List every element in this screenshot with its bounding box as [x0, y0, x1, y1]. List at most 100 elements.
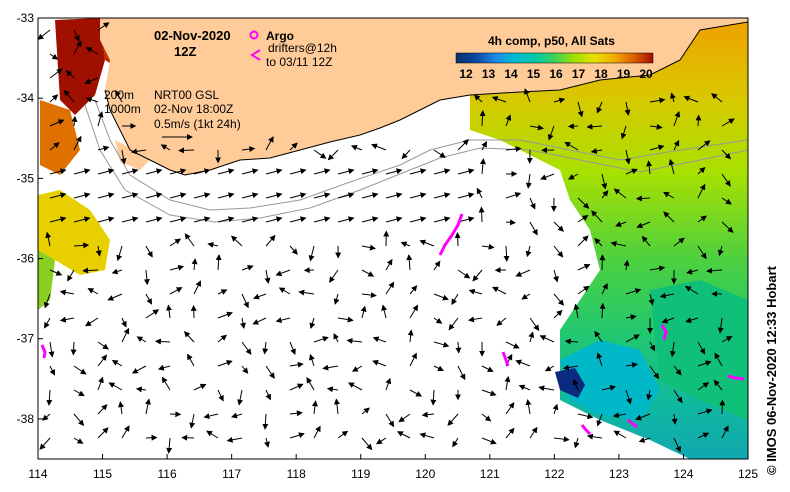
isobath-1000-label: 1000m: [104, 102, 141, 116]
current-vector: [97, 22, 110, 31]
current-vector: [385, 377, 392, 391]
current-vector: [586, 123, 603, 130]
current-vector: [240, 317, 246, 329]
current-vector: [553, 436, 570, 443]
drifters-until: to 03/11 12Z: [266, 55, 333, 69]
current-vector: [207, 242, 219, 248]
current-vector: [166, 304, 173, 319]
current-vector: [108, 382, 123, 391]
current-vector: [385, 258, 393, 271]
current-vector: [120, 149, 127, 165]
current-vector: [496, 317, 507, 326]
x-tick-label: 120: [415, 467, 435, 481]
current-vector: [206, 430, 219, 439]
current-vector: [169, 216, 187, 223]
current-vector: [97, 341, 109, 350]
current-vector: [525, 245, 532, 258]
current-vector: [154, 338, 171, 345]
current-vector: [518, 384, 531, 391]
drifter-track: [501, 351, 510, 367]
current-vector: [649, 265, 666, 272]
current-vector: [289, 361, 304, 368]
colorbar-tick-label: 20: [639, 67, 653, 81]
y-tick-label: -35: [17, 171, 35, 185]
current-vector: [695, 114, 702, 127]
current-vector: [457, 168, 475, 175]
current-vector: [663, 211, 675, 223]
current-vector: [649, 365, 660, 380]
current-vector: [85, 317, 99, 327]
coastline: [104, 21, 748, 176]
map-hour: 12Z: [174, 44, 196, 59]
current-vector: [671, 413, 678, 425]
current-vector: [479, 158, 486, 175]
current-vector: [241, 168, 259, 175]
colorbar-ticks: 12 13 14 15 16 17 18 19 20: [459, 67, 653, 81]
current-vector: [553, 269, 559, 283]
current-vector: [673, 365, 682, 376]
current-vector: [169, 287, 183, 295]
current-vector: [65, 69, 75, 79]
current-vector: [544, 365, 555, 372]
current-vector: [308, 245, 315, 262]
current-vector: [97, 216, 115, 223]
current-vector: [613, 188, 627, 199]
current-vector: [46, 389, 53, 406]
current-vector: [278, 287, 291, 295]
current-vector: [97, 168, 115, 175]
current-vector: [118, 401, 124, 415]
drifter-tracks: [40, 213, 745, 436]
current-vector: [241, 365, 249, 374]
current-vector: [178, 147, 195, 154]
current-vector: [97, 376, 104, 391]
current-vector: [409, 216, 427, 223]
current-vector: [433, 149, 446, 158]
current-vector: [697, 245, 707, 260]
current-vector: [371, 143, 387, 151]
current-vector: [721, 336, 733, 343]
current-vector: [553, 245, 564, 258]
current-vector: [84, 77, 99, 85]
current-vector: [577, 215, 589, 223]
current-vector: [265, 168, 283, 175]
current-vector: [538, 385, 555, 392]
current-vector: [226, 436, 243, 443]
current-vector: [231, 412, 243, 419]
current-vector: [262, 413, 269, 430]
current-vector: [121, 216, 139, 223]
current-vector: [594, 237, 603, 247]
current-vector: [573, 437, 580, 449]
current-vector: [381, 304, 388, 319]
current-vector: [610, 240, 627, 247]
current-vector: [457, 365, 466, 381]
map-date: 02-Nov-2020: [154, 28, 231, 43]
drifter-track: [580, 424, 592, 436]
current-vector: [398, 413, 411, 423]
current-vector: [289, 245, 298, 255]
current-vector: [44, 317, 51, 329]
current-vector: [59, 289, 75, 296]
current-vector: [160, 144, 171, 151]
current-vector: [217, 289, 228, 295]
current-vector: [521, 293, 531, 300]
current-vector: [63, 89, 75, 103]
colorbar-tick-label: 19: [617, 67, 631, 81]
current-vector: [454, 232, 461, 247]
current-vector: [193, 383, 207, 391]
current-vector: [97, 145, 110, 152]
current-vector: [669, 341, 676, 358]
current-vector: [237, 389, 244, 406]
current-vector: [552, 403, 559, 415]
current-vector: [525, 398, 532, 415]
colorbar-tick-label: 13: [482, 67, 496, 81]
colorbar-tick-label: 18: [594, 67, 608, 81]
current-vector: [596, 101, 603, 114]
current-vector: [337, 168, 355, 175]
current-vector: [433, 341, 450, 348]
current-vector: [409, 192, 427, 199]
current-vector: [697, 360, 712, 367]
x-tick-label: 121: [480, 467, 500, 481]
current-vector: [309, 353, 315, 367]
current-vector: [478, 206, 485, 223]
current-vector: [73, 40, 82, 55]
